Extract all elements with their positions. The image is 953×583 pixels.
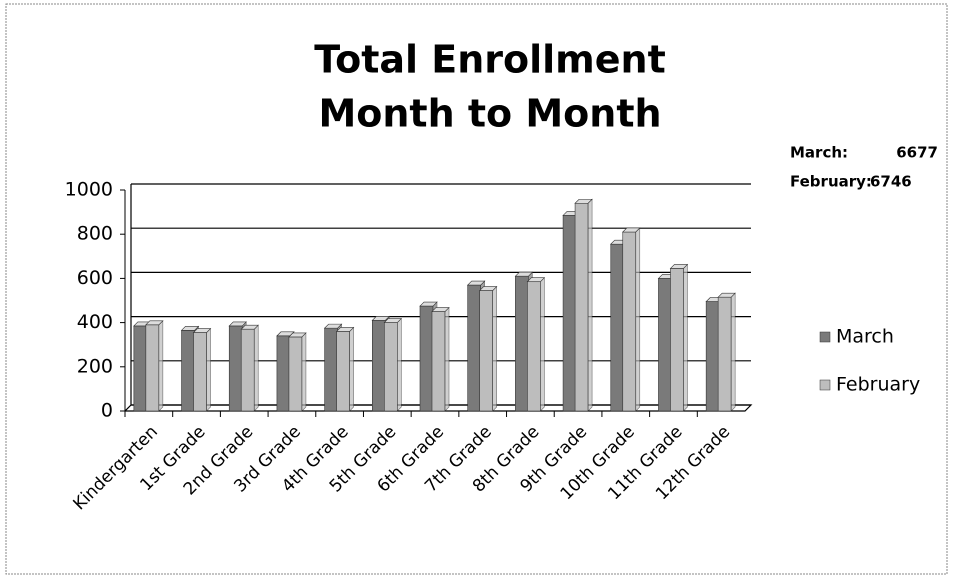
bar-top	[526, 277, 546, 283]
bar-top	[466, 280, 486, 286]
bar	[574, 202, 589, 412]
bar-top	[192, 328, 212, 333]
bar-top	[622, 227, 641, 233]
legend-swatch	[819, 379, 831, 391]
bar	[467, 284, 481, 412]
bar	[419, 305, 434, 412]
bar-top	[717, 292, 736, 298]
bar-side	[158, 320, 164, 412]
bar	[670, 268, 684, 412]
bar	[276, 335, 291, 412]
bar	[705, 301, 720, 412]
bar	[288, 336, 303, 412]
bar	[324, 327, 338, 412]
bar-top	[228, 321, 247, 327]
bar-top	[240, 324, 259, 330]
annotation: 6746	[870, 173, 912, 191]
bar-top	[288, 332, 307, 338]
bar-top	[478, 286, 498, 291]
legend-label: March	[836, 326, 894, 348]
bar-side	[253, 324, 259, 412]
y-tick-label: 1000	[65, 179, 113, 201]
annotation: 6677	[896, 144, 938, 162]
bar	[562, 215, 577, 412]
bar	[479, 290, 493, 412]
bar	[431, 311, 446, 412]
y-tick-label: 800	[77, 223, 113, 245]
bar-top	[180, 326, 200, 331]
y-tick-label: 0	[101, 400, 113, 422]
y-tick-label: 200	[77, 355, 113, 377]
bar	[622, 231, 637, 412]
legend-label: February	[836, 374, 920, 396]
bar	[193, 332, 207, 412]
bar	[228, 325, 243, 412]
bar	[133, 325, 148, 412]
bar-top	[669, 264, 689, 269]
bar	[384, 322, 398, 412]
bar-side	[444, 306, 450, 412]
bar	[181, 330, 195, 412]
bar-side	[730, 292, 736, 412]
bar	[527, 281, 541, 412]
y-tick-label: 600	[77, 267, 113, 289]
bar	[145, 324, 160, 412]
bar	[515, 275, 529, 412]
bar	[240, 328, 255, 412]
bar	[336, 331, 350, 412]
bar-top	[431, 307, 450, 312]
bar-side	[635, 227, 641, 412]
bar-side	[492, 285, 497, 412]
bar-top	[383, 318, 403, 323]
bar	[717, 296, 732, 412]
bar-top	[276, 331, 295, 337]
chart-title: Month to Month	[318, 92, 661, 136]
bar-top	[574, 198, 593, 204]
y-tick-label: 400	[77, 311, 113, 333]
bar-top	[145, 320, 164, 326]
annotation: March:	[790, 144, 848, 162]
bar-side	[587, 198, 593, 412]
bar-side	[683, 263, 688, 412]
bar	[610, 243, 625, 412]
annotation: February:	[790, 173, 872, 191]
bar-side	[397, 317, 402, 412]
bar-side	[540, 276, 545, 412]
bar-top	[514, 271, 534, 277]
legend-swatch	[819, 331, 831, 343]
bar-side	[349, 326, 354, 412]
bar-top	[371, 316, 391, 321]
bar-top	[419, 301, 438, 307]
bar-side	[206, 327, 211, 412]
bar-top	[323, 323, 343, 329]
bar	[372, 320, 386, 412]
bar-side	[301, 332, 307, 412]
chart-title: Total Enrollment	[314, 38, 666, 82]
bar-top	[335, 327, 355, 332]
bar	[658, 278, 672, 412]
